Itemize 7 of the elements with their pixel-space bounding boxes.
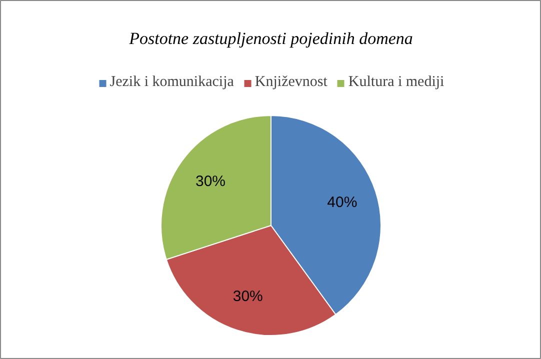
data-label: 30% — [195, 173, 226, 190]
legend-label: Jezik i komunikacija — [110, 74, 234, 91]
data-label: 30% — [232, 288, 263, 306]
legend-label: Književnost — [254, 74, 328, 91]
legend-label: Kultura i mediji — [348, 74, 444, 91]
data-label: 40% — [327, 194, 358, 211]
chart-title: Postotne zastupljenosti pojedinih domena — [128, 29, 413, 48]
